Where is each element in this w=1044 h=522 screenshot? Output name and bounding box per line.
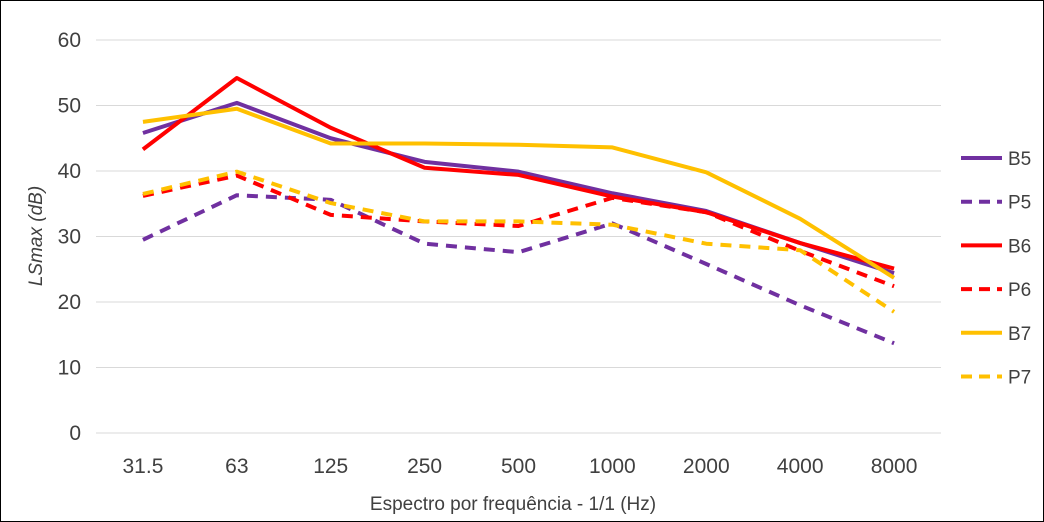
x-tick-label: 4000 [777, 455, 824, 478]
series-line-b7 [142, 106, 896, 280]
x-tick-label: 1000 [589, 455, 636, 478]
x-tick-label: 125 [313, 455, 348, 478]
y-tick-label: 40 [58, 160, 81, 183]
x-tick-label: 2000 [683, 455, 730, 478]
legend-label-p6: P6 [1008, 280, 1031, 301]
y-tick-label: 0 [69, 422, 81, 445]
series-lines [141, 75, 896, 346]
legend-label-p7: P7 [1008, 368, 1031, 389]
legend-label-p5: P5 [1008, 193, 1031, 214]
x-tick-label: 250 [407, 455, 442, 478]
legend-label-b6: B6 [1008, 236, 1031, 257]
y-axis-ticks: 0 10 20 30 40 50 60 [58, 29, 81, 445]
y-tick-label: 20 [58, 291, 81, 314]
y-axis-title: LSmax (dB) [26, 186, 47, 286]
gridlines [96, 39, 941, 434]
legend-label-b5: B5 [1008, 149, 1031, 170]
y-tick-label: 50 [58, 95, 81, 118]
legend: B5 P5 B6 P6 B7 P7 [961, 149, 1031, 389]
x-tick-label: 31.5 [123, 455, 164, 478]
y-tick-label: 30 [58, 226, 81, 249]
x-tick-label: 500 [501, 455, 536, 478]
series-line-p6 [142, 173, 895, 289]
x-tick-label: 63 [225, 455, 248, 478]
x-axis-title: Espectro por frequência - 1/1 (Hz) [370, 494, 656, 515]
x-axis-ticks: 31.5 63 125 250 500 1000 2000 4000 8000 [123, 455, 918, 478]
series-line-b6 [141, 75, 895, 271]
y-tick-label: 60 [58, 29, 81, 52]
series-line-p7 [142, 169, 896, 314]
x-tick-label: 8000 [871, 455, 918, 478]
series-line-p5 [142, 193, 895, 346]
legend-label-b7: B7 [1008, 324, 1031, 345]
y-tick-label: 10 [58, 357, 81, 380]
